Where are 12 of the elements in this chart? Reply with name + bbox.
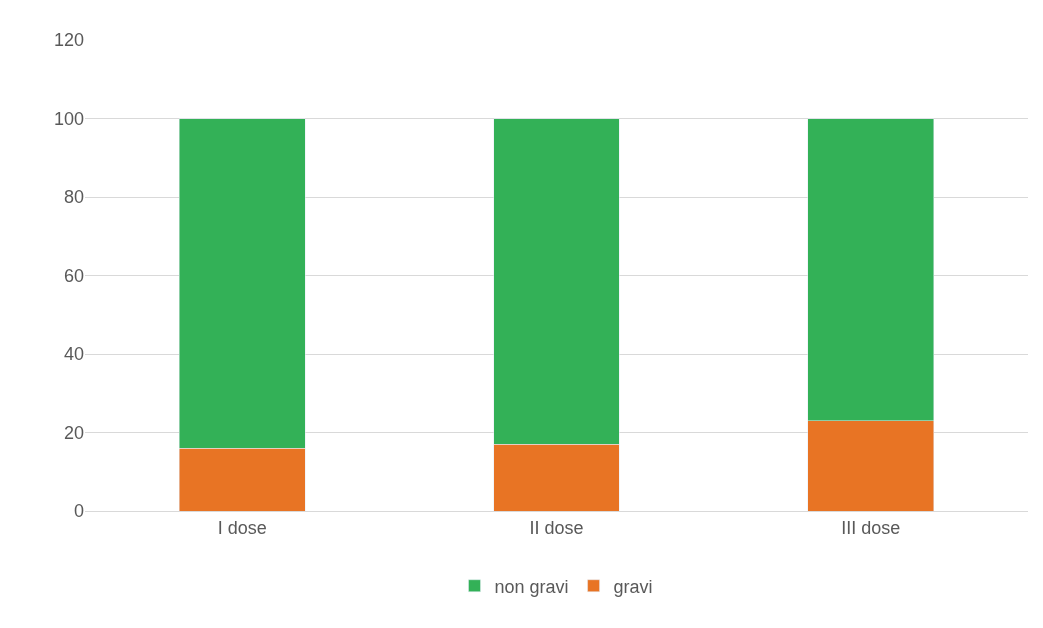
legend-label: gravi [613,576,653,597]
x-tick-label: III dose [841,517,901,538]
legend-label: non gravi [494,576,569,597]
y-tick-label: 40 [63,344,84,365]
x-tick-label: II dose [529,517,584,538]
y-tick-label: 120 [53,30,84,51]
x-tick-label: I dose [217,517,267,538]
y-tick-label: 80 [63,187,84,208]
y-tick-label: 100 [53,108,84,129]
y-tick-label: 60 [63,265,84,286]
y-tick-label: 20 [63,422,84,443]
y-tick-label: 0 [73,501,84,522]
